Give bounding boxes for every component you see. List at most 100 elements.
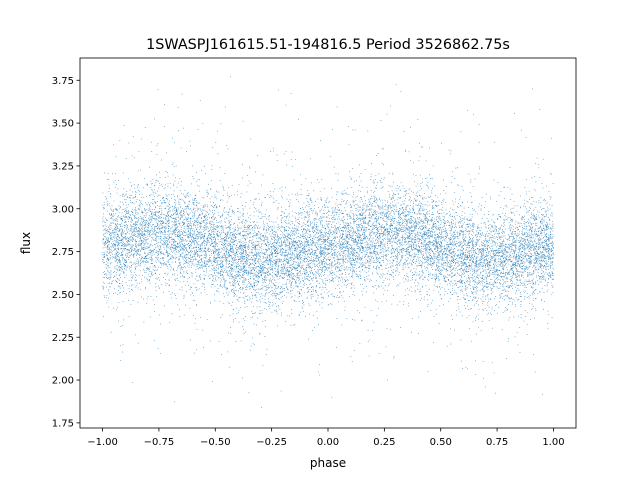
data-point <box>518 257 519 259</box>
data-point <box>366 241 367 242</box>
data-point <box>163 252 164 254</box>
data-point <box>504 307 506 308</box>
data-point <box>408 257 409 259</box>
data-point <box>427 304 429 306</box>
data-point <box>192 176 194 177</box>
data-point <box>296 255 298 257</box>
data-point <box>342 239 344 241</box>
data-point <box>423 197 425 199</box>
data-point <box>538 249 540 251</box>
data-point <box>527 281 528 282</box>
data-point <box>487 265 489 267</box>
data-point <box>514 214 515 216</box>
data-point <box>499 216 501 218</box>
data-point <box>300 251 301 253</box>
data-point <box>528 258 529 259</box>
data-point <box>544 260 546 262</box>
data-point <box>551 271 553 273</box>
data-point <box>230 327 231 328</box>
data-point <box>545 247 547 249</box>
data-point <box>502 289 504 291</box>
data-point <box>505 247 507 248</box>
data-point <box>503 295 505 297</box>
data-point <box>336 318 338 319</box>
data-point <box>438 259 440 261</box>
data-point <box>111 209 113 211</box>
data-point <box>185 235 186 237</box>
data-point <box>218 236 220 237</box>
data-point <box>397 229 398 231</box>
data-point <box>415 227 417 229</box>
data-point <box>520 240 521 241</box>
data-point <box>476 252 477 254</box>
data-point <box>230 246 232 247</box>
data-point <box>140 229 141 231</box>
data-point <box>180 227 182 228</box>
data-point <box>195 204 197 206</box>
data-point <box>384 244 386 246</box>
data-point <box>470 308 471 310</box>
data-point <box>136 213 138 215</box>
data-point <box>390 266 391 268</box>
data-point <box>525 266 527 268</box>
data-point <box>481 261 482 263</box>
data-point <box>223 279 225 280</box>
data-point <box>288 214 290 216</box>
data-point <box>468 300 470 301</box>
data-point <box>495 230 497 232</box>
data-point <box>549 258 551 259</box>
data-point <box>531 224 532 226</box>
data-point <box>242 287 244 289</box>
data-point <box>220 222 222 224</box>
data-point <box>291 254 293 255</box>
data-point <box>347 236 349 238</box>
data-point <box>174 247 176 249</box>
data-point <box>156 219 158 220</box>
data-point <box>254 258 256 260</box>
data-point <box>490 259 491 261</box>
data-point <box>369 258 370 260</box>
data-point <box>165 226 166 228</box>
data-point <box>316 233 318 234</box>
data-point <box>147 280 149 282</box>
data-point <box>113 200 115 202</box>
data-point <box>486 255 488 257</box>
data-point <box>222 263 224 265</box>
data-point <box>297 222 299 223</box>
data-point <box>356 217 357 219</box>
data-point <box>129 245 131 247</box>
data-point <box>115 257 116 259</box>
data-point <box>337 257 339 259</box>
data-point <box>431 278 433 279</box>
data-point <box>530 283 532 284</box>
data-point <box>313 220 315 222</box>
data-point <box>264 239 266 240</box>
data-point <box>378 262 380 263</box>
data-point <box>226 270 228 271</box>
data-point <box>385 231 387 233</box>
data-point <box>460 339 462 341</box>
data-point <box>414 222 416 223</box>
data-point <box>297 256 299 258</box>
data-point <box>150 263 152 264</box>
data-point <box>149 316 151 318</box>
data-point <box>265 229 267 231</box>
data-point <box>175 295 176 296</box>
data-point <box>467 250 469 252</box>
data-point <box>131 250 133 252</box>
chart-title: 1SWASPJ161615.51-194816.5 Period 3526862… <box>146 37 510 53</box>
data-point <box>398 251 399 253</box>
data-point <box>254 227 256 229</box>
data-point <box>245 202 247 203</box>
data-point <box>128 288 130 289</box>
data-point <box>364 196 365 197</box>
data-point <box>258 245 260 246</box>
data-point <box>169 248 171 250</box>
data-point <box>180 254 181 256</box>
data-point <box>238 239 240 240</box>
data-point <box>270 237 272 239</box>
data-point <box>549 247 550 249</box>
data-point <box>177 196 178 198</box>
data-point <box>339 269 341 271</box>
data-point <box>341 230 343 231</box>
